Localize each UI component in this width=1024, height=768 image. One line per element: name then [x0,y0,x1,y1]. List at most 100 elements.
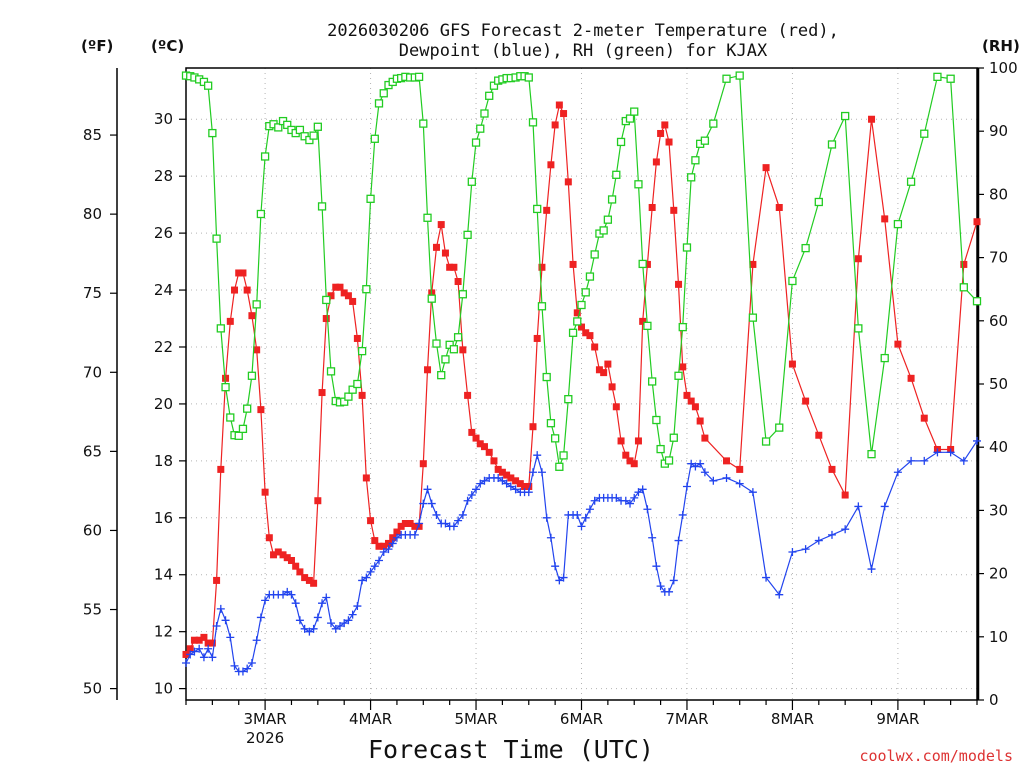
relative-humidity-point [458,290,468,299]
2-meter-temperature-point [454,278,462,286]
2-meter-temperature-point [406,519,414,527]
rh-tick-label: 40 [989,438,1008,456]
relative-humidity-point [568,328,578,337]
2-meter-temperature-point [630,460,638,468]
dewpoint-point [243,664,252,673]
2-meter-temperature-point [314,497,322,505]
axes: 50 55 60 65 70 75 80 85 10 12 14 16 18 20 22 24 26 28 30 0 1… [83,59,1018,747]
2-meter-temperature-point [498,468,506,476]
dewpoint-point [344,616,353,625]
relative-humidity-point [212,234,221,243]
chart-subtitle: Dewpoint (blue), RH (green) for KJAX [399,41,768,61]
2-meter-temperature-point [749,260,757,268]
relative-humidity-point [854,324,863,333]
relative-humidity-point [340,397,349,406]
relative-humidity-point [607,195,617,204]
2-meter-temperature-point [657,129,665,137]
2-meter-temperature-point [243,286,251,294]
relative-humidity-point [247,371,257,380]
2-meter-temperature-point [555,101,563,109]
dewpoint-point [208,653,217,662]
2-meter-temperature-point [182,650,190,658]
dewpoint-point [423,485,432,494]
dewpoint-point [449,522,458,531]
dewpoint-point [494,473,503,482]
2-meter-temperature-point [622,451,630,459]
2-meter-temperature-point [560,110,568,118]
2-meter-temperature-point [217,465,225,473]
fahrenheit-tick-label: 85 [83,126,102,144]
2-meter-temperature-point [389,534,397,542]
2-meter-temperature-point [600,369,608,377]
relative-humidity-point [946,74,955,83]
2-meter-temperature-point [723,457,731,465]
dewpoint-point [379,547,388,556]
relative-humidity-point [678,322,687,332]
2-meter-temperature-point [907,374,915,382]
dewpoint-point [735,479,744,488]
2-meter-temperature-point [380,542,388,550]
2-meter-temperature-point [226,317,234,325]
dewpoint-point [458,510,467,519]
dewpoint-point [528,468,537,477]
relative-humidity-point [216,324,225,333]
dewpoint-point [384,545,393,554]
relative-humidity-point [638,259,647,269]
dewpoint-point [279,590,288,599]
relative-humidity-point [616,137,626,147]
relative-humidity-point [476,124,485,133]
2-meter-temperature-point [687,397,695,405]
dewpoint-point [502,479,511,488]
fahrenheit-tick-label: 80 [83,205,102,223]
dewpoint-point [638,485,647,494]
dewpoint-line [185,440,978,673]
relative-humidity-point [920,129,929,138]
dewpoint-point [581,513,590,522]
dewpoint-point [226,633,235,642]
2-meter-temperature-point [265,534,273,542]
2-meter-temperature-point [358,391,366,399]
relative-humidity-point [414,72,424,81]
2-meter-temperature-point [691,403,699,411]
celsius-tick-label: 26 [154,224,173,242]
2-meter-temperature-point [696,417,704,425]
2-meter-temperature-point [652,158,660,166]
relative-humidity-point [550,434,560,443]
relative-humidity-point [353,379,362,389]
relative-humidity-point [295,125,305,135]
2-meter-temperature-point [353,334,361,342]
dewpoint-point [946,448,955,457]
2-meter-temperature-point [301,574,309,582]
2-meter-temperature-point [322,315,330,323]
relative-humidity-point [203,81,213,90]
dewpoint-point [634,488,643,497]
2-meter-temperature-point [683,391,691,399]
2-meter-temperature-point [208,639,216,647]
relative-humidity-point [573,317,582,326]
dewpoint-point [841,525,850,534]
2-meter-temperature-point [828,465,836,473]
relative-humidity-point [471,138,481,147]
relative-humidity-point [221,383,230,392]
relative-humidity-point [313,122,322,131]
celsius-tick-label: 30 [154,110,173,128]
relative-humidity-point [669,433,678,442]
2-meter-temperature-point [468,428,476,436]
2-meter-temperature-point [648,203,656,211]
dewpoint-point [388,539,397,548]
2-meter-temperature-point [569,260,577,268]
dewpoint-point [626,499,635,508]
dewpoint-point [762,573,771,582]
2-meter-temperature-point [257,406,265,414]
2-meter-temperature-point [195,636,203,644]
dewpoint-point [590,496,599,505]
2-meter-temperature-point [401,519,409,527]
2-meter-temperature-point [578,323,585,331]
2-meter-temperature-point [283,554,291,562]
2-meter-temperature-point [472,434,480,442]
dewpoint-point [295,616,304,625]
dewpoint-point [190,647,199,656]
relative-humidity-point [374,99,384,108]
2-meter-temperature-point [213,576,221,584]
x-tick-label: 8MAR [771,710,814,728]
